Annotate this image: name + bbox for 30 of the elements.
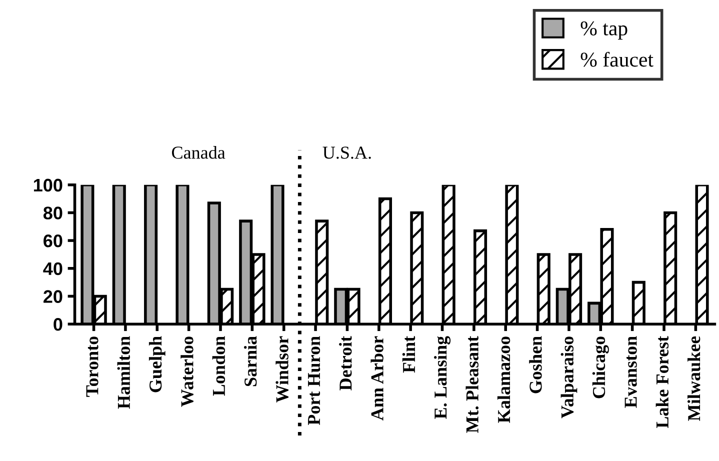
x-tick-label: Mt. Pleasant xyxy=(466,336,479,433)
text: Canada xyxy=(172,146,226,159)
x-tick-label: London xyxy=(212,336,226,396)
x-tick-label: Detroit xyxy=(339,336,352,390)
y-tick-label: 80 xyxy=(43,206,62,220)
legend-label: % faucet xyxy=(580,52,654,67)
x-tick-label: Sarnia xyxy=(244,336,257,386)
x-tick-label: Toronto xyxy=(86,336,98,397)
x-tick-label: Milwaukee xyxy=(687,336,700,421)
y-tick-label: 100 xyxy=(34,178,62,192)
x-tick-label: Hamilton xyxy=(117,336,130,409)
x-tick-label: Evanston xyxy=(624,336,637,408)
x-tick-label: Lake Forest xyxy=(656,336,669,428)
text: U.S.A. xyxy=(322,146,371,159)
y-tick-label: 20 xyxy=(44,290,62,303)
y-tick-label: 60 xyxy=(44,234,62,248)
x-tick-label: Waterloo xyxy=(180,336,194,407)
legend-label: % tap xyxy=(580,21,628,40)
x-tick-label: Port Huron xyxy=(308,336,320,426)
x-tick-label: Goshen xyxy=(529,336,542,394)
y-tick-label: 0 xyxy=(54,318,62,331)
x-tick-label: Kalamazoo xyxy=(497,336,510,423)
x-tick-label: E. Lansing xyxy=(434,336,451,419)
x-tick-label: Chicago xyxy=(592,336,609,398)
y-tick-label: 40 xyxy=(43,262,62,276)
x-tick-label: Ann Arbor xyxy=(370,336,384,420)
x-tick-label: Valparaiso xyxy=(560,336,578,418)
x-tick-label: Flint xyxy=(402,336,416,373)
x-tick-label: Windsor xyxy=(276,336,288,403)
x-tick-label: Guelph xyxy=(148,336,166,392)
